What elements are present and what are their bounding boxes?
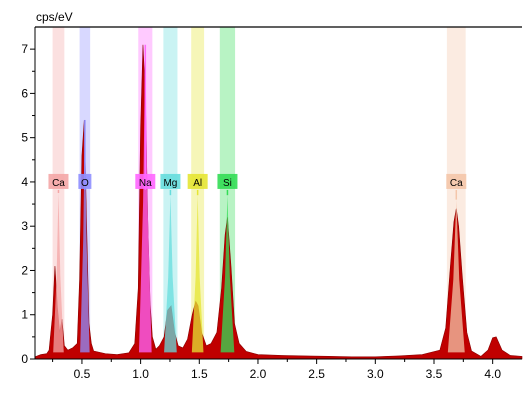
element-label: Al bbox=[193, 178, 202, 189]
y-tick-label: 6 bbox=[21, 86, 28, 100]
y-tick-label: 5 bbox=[21, 131, 28, 145]
element-label: Na bbox=[139, 178, 152, 189]
element-label-box bbox=[187, 173, 208, 189]
element-peak bbox=[220, 195, 235, 353]
y-tick-label: 7 bbox=[21, 42, 28, 56]
element-peak bbox=[164, 195, 177, 353]
element-peak bbox=[447, 199, 465, 353]
y-tick-label: 4 bbox=[21, 175, 28, 189]
element-label: Mg bbox=[163, 178, 177, 189]
y-tick-label: 1 bbox=[21, 308, 28, 322]
x-tick-label: 3.0 bbox=[367, 367, 384, 381]
y-tick-label: 2 bbox=[21, 263, 28, 277]
x-tick-label: 1.0 bbox=[132, 367, 149, 381]
x-tick-label: 1.5 bbox=[191, 367, 208, 381]
x-tick-label: 0.5 bbox=[74, 367, 91, 381]
element-peak bbox=[80, 119, 90, 353]
element-label: Ca bbox=[450, 178, 463, 189]
element-markers: Ca O Na Mg Al Si Ca bbox=[48, 44, 467, 200]
element-peak bbox=[191, 195, 204, 353]
element-label-box bbox=[160, 173, 181, 189]
element-peak bbox=[53, 193, 64, 353]
element-label: Ca bbox=[52, 178, 65, 189]
axes: 0 1 2 3 4 5 6 7 0.5 1.0 1.5 2.0 2.5 3.0 3.5 4.0 bbox=[21, 26, 522, 381]
element-label-box bbox=[78, 173, 92, 189]
x-tick-label: 4.0 bbox=[484, 367, 501, 381]
element-label: Si bbox=[223, 178, 232, 189]
element-label: O bbox=[81, 178, 89, 189]
y-axis-title: cps/eV bbox=[36, 10, 73, 24]
x-tick-label: 3.5 bbox=[426, 367, 443, 381]
x-tick-label: 2.0 bbox=[250, 367, 267, 381]
y-tick-label: 0 bbox=[21, 352, 28, 366]
element-label-box bbox=[135, 173, 156, 189]
y-tick-label: 3 bbox=[21, 219, 28, 233]
x-tick-label: 2.5 bbox=[308, 367, 325, 381]
element-bands bbox=[52, 27, 466, 359]
element-label-box bbox=[48, 173, 69, 189]
element-label-box bbox=[217, 173, 238, 189]
element-peak bbox=[138, 44, 152, 353]
element-label-box bbox=[446, 173, 467, 189]
spectrum-series bbox=[34, 44, 523, 360]
